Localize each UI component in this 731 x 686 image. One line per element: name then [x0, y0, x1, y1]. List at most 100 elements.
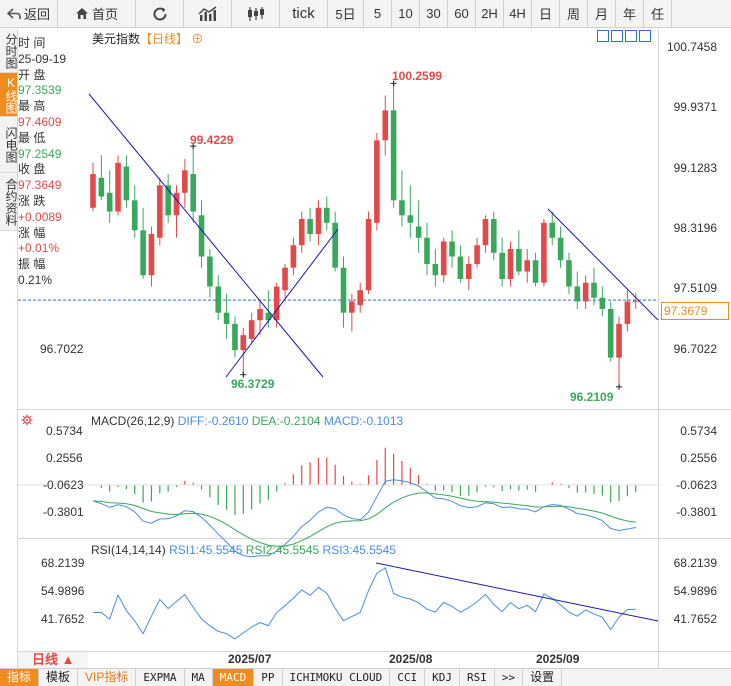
tab-contract-info[interactable]: 合约资料 [0, 173, 18, 231]
left-border [17, 29, 18, 668]
x-label-jul: 2025/07 [228, 652, 272, 666]
indicators-tab[interactable]: 指标 [0, 669, 40, 686]
candle-body [106, 192, 113, 212]
period-4h[interactable]: 4H [504, 0, 532, 27]
candlestick-icon [247, 6, 264, 21]
add-icon[interactable]: ⊕ [188, 32, 204, 46]
back-button[interactable]: 返回 [0, 0, 58, 27]
candle-body [307, 219, 313, 235]
tab-flash[interactable]: 闪电图 [0, 117, 18, 173]
rsi1-value: RSI1:45.5545 [169, 543, 243, 557]
candle-body [207, 256, 213, 287]
back-arrow-icon [6, 7, 21, 19]
period-10min[interactable]: 10 [392, 0, 420, 27]
candle-body [349, 301, 355, 313]
candle-body [549, 222, 556, 238]
candle-body [140, 230, 146, 276]
rsi-tick-1: 68.2139 [673, 556, 717, 570]
rsi3-value: RSI3:45.5545 [322, 543, 396, 557]
settings-tab[interactable]: 设置 [523, 669, 563, 686]
template-tab[interactable]: 模板 [39, 669, 79, 686]
candle-body [365, 219, 372, 291]
candle-body [491, 219, 497, 253]
candle-body [315, 207, 322, 235]
period-selector[interactable]: 日线 ▲ [18, 652, 88, 668]
period-month[interactable]: 月 [588, 0, 616, 27]
candle-body [482, 219, 489, 246]
period-5min[interactable]: 5 [364, 0, 392, 27]
candle-body [532, 260, 539, 283]
period-60min[interactable]: 60 [448, 0, 476, 27]
candle-body [574, 286, 581, 302]
candle-body [424, 237, 430, 264]
candle-body [173, 192, 180, 216]
last-price-tag: 97.3679 [661, 302, 729, 320]
pane-divider-2 [17, 538, 731, 539]
amplitude-label: 振 幅 [18, 257, 46, 272]
zoom-out-icon[interactable] [625, 30, 637, 42]
amplitude-value: 0.21% [18, 272, 53, 287]
kdj-tab[interactable]: KDJ [425, 669, 460, 686]
candle-body [298, 219, 305, 246]
period-5day[interactable]: 5日 [328, 0, 364, 27]
macd-tick-4: -0.3801 [676, 505, 717, 519]
home-button[interactable]: 首页 [58, 0, 136, 27]
macd-tick-2: 0.2556 [680, 451, 717, 465]
zoom-in-icon[interactable] [611, 30, 623, 42]
candle-body [607, 308, 614, 358]
trendline-up [225, 228, 339, 378]
candle-body [215, 286, 222, 313]
period-week[interactable]: 周 [560, 0, 588, 27]
fullscreen-icon[interactable] [597, 30, 609, 42]
candle-body [632, 300, 639, 302]
candle-body [432, 263, 439, 276]
candle-body [415, 226, 422, 238]
candle-body [115, 162, 121, 212]
close-label: 收 盘 [18, 162, 46, 177]
rsi-left-tick-3: 41.7652 [41, 612, 85, 626]
x-label-sep: 2025/09 [536, 652, 580, 666]
chart-title: 美元指数【日线】 ⊕ [92, 30, 203, 47]
pp-tab[interactable]: PP [254, 669, 283, 686]
rsi-tab[interactable]: RSI [460, 669, 495, 686]
low-label: 最 低 [18, 130, 46, 145]
candle-body [566, 260, 572, 287]
more-tabs-button[interactable]: >> [495, 669, 524, 686]
period-30min[interactable]: 30 [420, 0, 448, 27]
ma-tab[interactable]: MA [185, 669, 213, 686]
settings-gear-icon[interactable] [21, 414, 33, 426]
period-day[interactable]: 日 [532, 0, 560, 27]
candle-body [324, 207, 330, 223]
tick-button[interactable]: tick [280, 0, 328, 27]
trendline-down-2 [547, 208, 659, 321]
macd-left-tick-3: -0.0623 [43, 478, 84, 492]
candle-body [223, 312, 230, 324]
tab-kline[interactable]: K线图 [0, 73, 18, 117]
candle-body [499, 252, 505, 279]
macd-tab[interactable]: MACD [212, 669, 255, 686]
cci-tab[interactable]: CCI [390, 669, 426, 686]
scroll-right-icon[interactable] [639, 30, 651, 42]
peak-annotation: 99.4229 [190, 133, 234, 147]
candle-body [265, 312, 272, 321]
candle-body [516, 249, 522, 272]
refresh-button[interactable] [136, 0, 184, 27]
vip-indicators-tab[interactable]: VIP指标 [78, 669, 137, 686]
ichimoku-tab[interactable]: ICHIMOKU CLOUD [283, 669, 391, 686]
change-label: 涨 跌 [18, 193, 46, 208]
price-tick-5: 97.5109 [673, 281, 717, 295]
open-value: 97.3539 [18, 83, 62, 98]
macd-left-tick-4: -0.3801 [43, 505, 84, 519]
tab-timeshare[interactable]: 分时图 [0, 29, 18, 73]
expma-tab[interactable]: EXPMA [136, 669, 185, 686]
candle-body [591, 282, 597, 298]
pane-divider-3 [17, 651, 731, 652]
period-custom[interactable]: 任 [644, 0, 672, 27]
candlestick-button[interactable] [232, 0, 280, 27]
indicator-button[interactable] [184, 0, 232, 27]
macd-dea-line [92, 492, 636, 547]
period-2h[interactable]: 2H [476, 0, 504, 27]
period-year[interactable]: 年 [616, 0, 644, 27]
